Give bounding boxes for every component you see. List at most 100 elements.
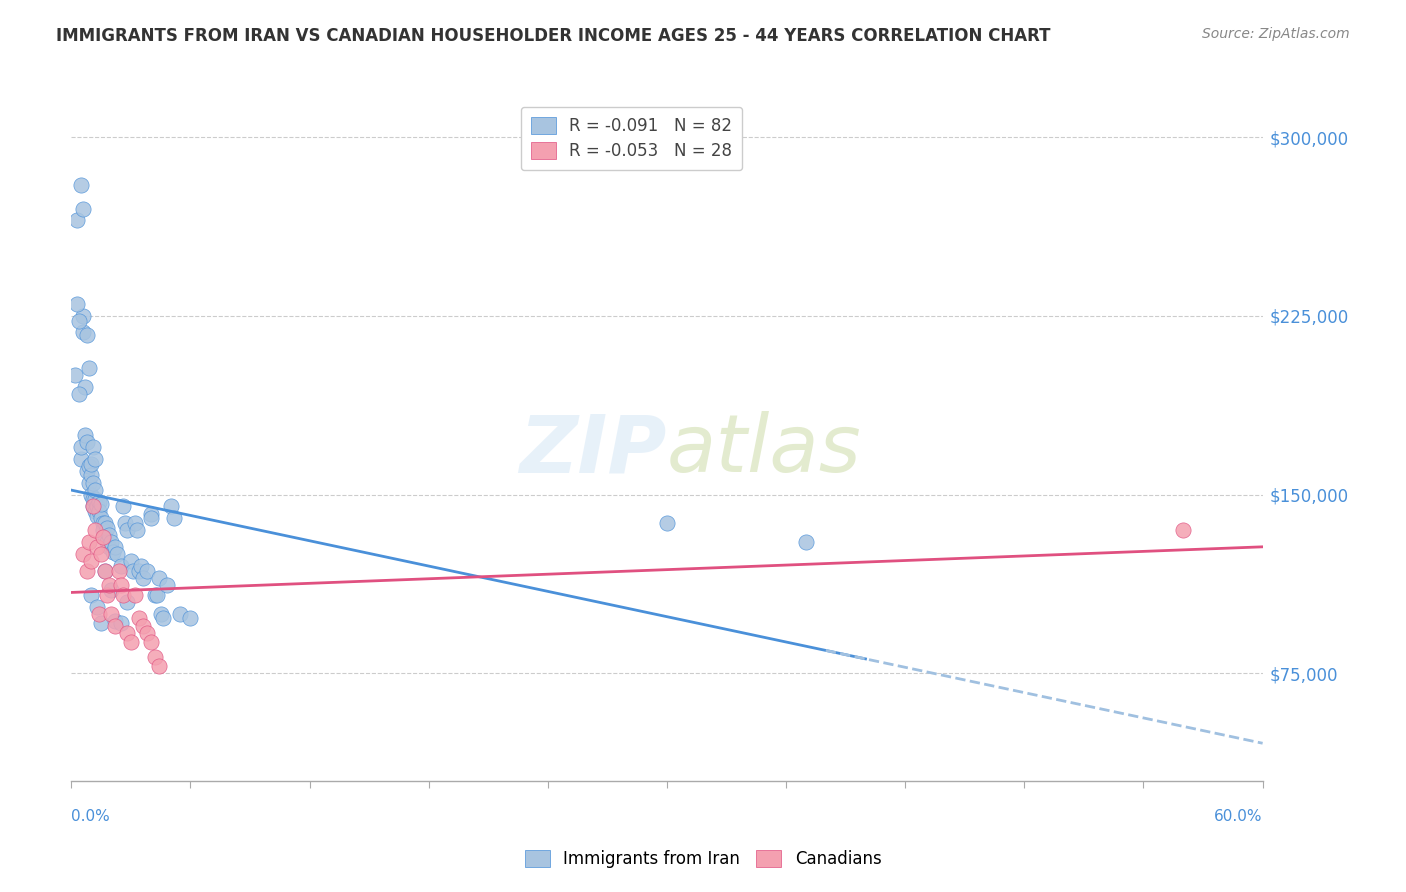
Point xyxy=(135,625,157,640)
Point xyxy=(132,618,155,632)
Point xyxy=(655,516,678,530)
Point xyxy=(139,507,162,521)
Point xyxy=(96,535,118,549)
Point xyxy=(87,494,110,508)
Point xyxy=(155,578,177,592)
Point xyxy=(120,635,142,649)
Point xyxy=(100,535,122,549)
Point xyxy=(84,492,107,507)
Point xyxy=(163,511,186,525)
Point xyxy=(76,327,98,342)
Point xyxy=(90,497,112,511)
Point xyxy=(108,564,131,578)
Point xyxy=(143,588,166,602)
Text: IMMIGRANTS FROM IRAN VS CANADIAN HOUSEHOLDER INCOME AGES 25 - 44 YEARS CORRELATI: IMMIGRANTS FROM IRAN VS CANADIAN HOUSEHO… xyxy=(56,27,1050,45)
Point xyxy=(70,440,93,454)
Point xyxy=(77,458,100,473)
Point xyxy=(128,611,150,625)
Point xyxy=(76,564,98,578)
Point xyxy=(67,387,90,401)
Point xyxy=(145,588,167,602)
Point xyxy=(90,511,112,525)
Point xyxy=(104,618,127,632)
Point xyxy=(86,508,108,523)
Point xyxy=(98,528,121,542)
Point xyxy=(82,492,104,507)
Point xyxy=(80,487,103,501)
Point xyxy=(105,547,128,561)
Point xyxy=(76,435,98,450)
Point xyxy=(80,457,103,471)
Point xyxy=(90,616,112,631)
Point xyxy=(94,516,117,530)
Point xyxy=(96,588,118,602)
Point xyxy=(1173,523,1195,537)
Point xyxy=(63,368,86,383)
Point xyxy=(125,523,148,537)
Point xyxy=(90,547,112,561)
Point xyxy=(82,500,104,514)
Point xyxy=(84,483,107,497)
Point xyxy=(70,178,93,192)
Point xyxy=(75,380,97,394)
Point xyxy=(66,213,89,227)
Point xyxy=(84,451,107,466)
Point xyxy=(143,649,166,664)
Point xyxy=(115,523,138,537)
Point xyxy=(96,521,118,535)
Point xyxy=(76,464,98,478)
Point xyxy=(87,607,110,621)
Text: Source: ZipAtlas.com: Source: ZipAtlas.com xyxy=(1202,27,1350,41)
Point xyxy=(149,607,172,621)
Point xyxy=(114,516,136,530)
Point xyxy=(139,511,162,525)
Point xyxy=(111,588,134,602)
Point xyxy=(135,564,157,578)
Point xyxy=(179,611,201,625)
Point xyxy=(100,607,122,621)
Point xyxy=(86,599,108,614)
Point xyxy=(91,523,114,537)
Point xyxy=(86,500,108,514)
Point xyxy=(132,571,155,585)
Point xyxy=(94,531,117,545)
Point xyxy=(72,547,94,561)
Point xyxy=(100,582,122,597)
Point xyxy=(72,326,94,340)
Point xyxy=(98,578,121,592)
Point xyxy=(72,202,94,216)
Point xyxy=(67,313,90,327)
Point xyxy=(101,545,124,559)
Point xyxy=(110,616,132,631)
Point xyxy=(66,297,89,311)
Point xyxy=(82,440,104,454)
Point xyxy=(148,659,170,673)
Text: ZIP: ZIP xyxy=(520,411,666,489)
Point xyxy=(159,500,181,514)
Point xyxy=(84,504,107,518)
Point xyxy=(77,361,100,376)
Point xyxy=(75,428,97,442)
Point xyxy=(77,475,100,490)
Text: 0.0%: 0.0% xyxy=(72,809,110,824)
Point xyxy=(111,500,134,514)
Point xyxy=(128,564,150,578)
Point xyxy=(794,535,817,549)
Point xyxy=(148,571,170,585)
Point xyxy=(152,611,174,625)
Point xyxy=(139,635,162,649)
Point xyxy=(104,540,127,554)
Point xyxy=(129,559,152,574)
Point xyxy=(91,516,114,530)
Point xyxy=(84,523,107,537)
Text: atlas: atlas xyxy=(666,411,862,489)
Legend: Immigrants from Iran, Canadians: Immigrants from Iran, Canadians xyxy=(517,843,889,875)
Point xyxy=(82,475,104,490)
Point xyxy=(80,588,103,602)
Point xyxy=(94,564,117,578)
Point xyxy=(72,309,94,323)
Point xyxy=(120,554,142,568)
Point xyxy=(87,504,110,518)
Point xyxy=(70,451,93,466)
Point xyxy=(104,614,127,628)
